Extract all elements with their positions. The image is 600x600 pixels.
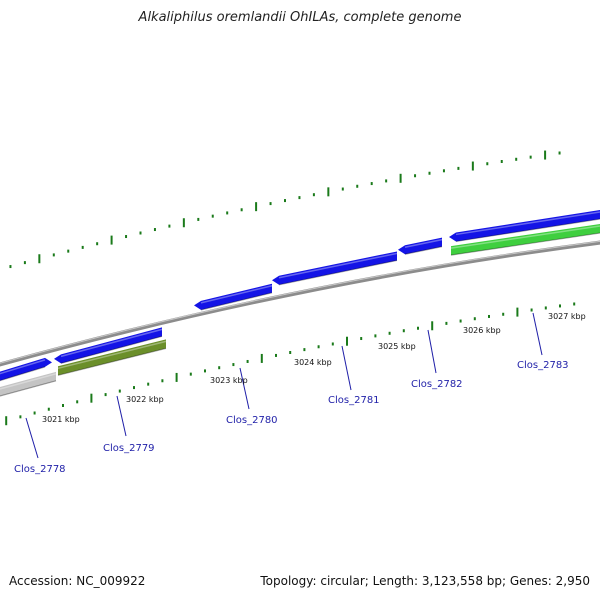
- label-leader-line: [116, 395, 127, 437]
- gene-shadow: [60, 335, 163, 364]
- gene-Clos_2780[interactable]: [194, 283, 272, 310]
- gene-label-Clos_2781[interactable]: Clos_2781: [328, 395, 380, 406]
- gene-Clos_2779-fwd[interactable]: [54, 327, 162, 364]
- gene-track: [0, 210, 600, 399]
- genome-backbone-highlight: [0, 240, 600, 364]
- gene-Clos_2778[interactable]: [0, 357, 52, 384]
- accession-text: Accession: NC_009922: [9, 574, 146, 588]
- gene-shadow: [455, 218, 600, 243]
- gene-highlight: [60, 328, 163, 358]
- gene-labels: Clos_2778 Clos_2779 Clos_2780 Clos_2781 Clos…: [14, 360, 569, 475]
- gene-Clos_2782[interactable]: [398, 237, 442, 255]
- gene-shadow: [404, 246, 443, 255]
- gene-label-Clos_2783[interactable]: Clos_2783: [517, 360, 569, 371]
- outer-tick-track: [9, 150, 561, 269]
- scale-label: 3025 kbp: [378, 342, 416, 351]
- label-leader-line: [341, 345, 352, 391]
- gene-highlight: [404, 238, 443, 249]
- label-leader-line: [239, 367, 250, 410]
- scale-label: 3023 kbp: [210, 376, 248, 385]
- gene-highlight: [0, 359, 46, 375]
- gene-shadow: [0, 380, 57, 397]
- gene-Clos_2781[interactable]: [272, 251, 397, 285]
- label-leaders: [25, 312, 543, 459]
- gene-shadow: [57, 347, 167, 376]
- inner-tick-track: [5, 302, 576, 426]
- scale-label: 3027 kbp: [548, 312, 586, 321]
- gene-shadow: [450, 232, 600, 256]
- scale-label: 3024 kbp: [294, 358, 332, 367]
- gene-label-Clos_2782[interactable]: Clos_2782: [411, 379, 463, 390]
- scale-labels: 3021 kbp 3022 kbp 3023 kbp 3024 kbp 3025 kbp…: [42, 312, 586, 424]
- gene-Clos_2778-rev[interactable]: [0, 371, 56, 399]
- scale-label: 3021 kbp: [42, 415, 80, 424]
- gene-shadow: [278, 259, 398, 286]
- gene-highlight: [278, 252, 398, 279]
- gene-highlight: [200, 285, 273, 304]
- label-leader-line: [427, 329, 437, 374]
- gene-highlight: [0, 373, 57, 390]
- gene-highlight: [455, 211, 600, 236]
- scale-label: 3026 kbp: [463, 326, 501, 335]
- gene-Clos_2779[interactable]: [58, 339, 166, 376]
- label-leader-line: [25, 417, 39, 459]
- gene-label-Clos_2778[interactable]: Clos_2778: [14, 464, 66, 475]
- gene-highlight: [450, 225, 600, 249]
- genome-summary-text: Topology: circular; Length: 3,123,558 bp…: [260, 574, 590, 588]
- gene-highlight: [57, 340, 167, 370]
- scale-label: 3022 kbp: [126, 395, 164, 404]
- gene-shadow: [0, 366, 46, 382]
- label-leader-line: [532, 312, 543, 356]
- gene-Clos_2783-fwd[interactable]: [449, 210, 600, 242]
- genome-backbone: [0, 240, 600, 367]
- map-title: Alkaliphilus oremlandii OhILAs, complete…: [138, 10, 462, 25]
- gene-label-Clos_2780[interactable]: Clos_2780: [226, 415, 278, 426]
- gene-label-Clos_2779[interactable]: Clos_2779: [103, 443, 155, 454]
- gene-Clos_2783[interactable]: [451, 224, 600, 256]
- gene-shadow: [200, 292, 273, 311]
